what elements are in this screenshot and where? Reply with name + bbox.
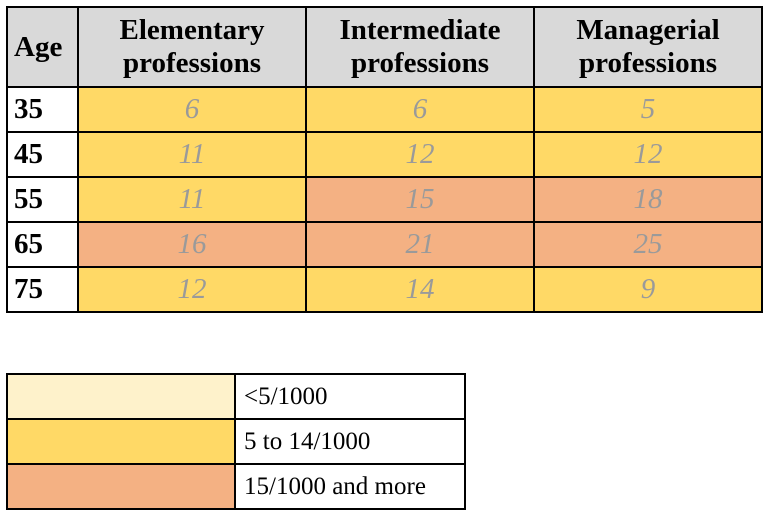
table-row: 65 16 21 25: [6, 221, 763, 268]
rate-cell: 21: [305, 221, 535, 268]
table-row: 35 6 6 5: [6, 86, 763, 133]
rate-cell: 18: [533, 176, 763, 223]
rate-cell: 5: [533, 86, 763, 133]
rate-cell: 25: [533, 221, 763, 268]
managerial-column-header: Managerial professions: [533, 6, 763, 88]
legend-swatch-low: [6, 373, 236, 420]
rate-cell: 12: [77, 266, 307, 313]
age-cell: 55: [6, 176, 79, 223]
rate-cell: 6: [305, 86, 535, 133]
table-row: 75 12 14 9: [6, 266, 763, 313]
age-cell: 65: [6, 221, 79, 268]
age-cell: 35: [6, 86, 79, 133]
age-column-header: Age: [6, 6, 79, 88]
rate-cell: 14: [305, 266, 535, 313]
rate-cell: 6: [77, 86, 307, 133]
rate-cell: 11: [77, 176, 307, 223]
header-row: Age Elementary professions Intermediate pr…: [6, 6, 763, 88]
age-cell: 75: [6, 266, 79, 313]
intermediate-column-header: Intermediate professions: [305, 6, 535, 88]
table-row: 45 11 12 12: [6, 131, 763, 178]
rate-table: Age Elementary professions Intermediate pr…: [6, 6, 763, 313]
rate-cell: 9: [533, 266, 763, 313]
legend-swatch-mid: [6, 418, 236, 465]
legend-item: 5 to 14/1000: [6, 418, 466, 465]
table-row: 55 11 15 18: [6, 176, 763, 223]
rate-cell: 12: [305, 131, 535, 178]
legend-item: 15/1000 and more: [6, 463, 466, 510]
age-cell: 45: [6, 131, 79, 178]
legend-swatch-high: [6, 463, 236, 510]
rate-cell: 16: [77, 221, 307, 268]
legend-label: <5/1000: [235, 373, 466, 420]
rate-cell: 12: [533, 131, 763, 178]
legend-label: 15/1000 and more: [235, 463, 466, 510]
rate-cell: 11: [77, 131, 307, 178]
elementary-column-header: Elementary professions: [77, 6, 307, 88]
color-legend: <5/1000 5 to 14/1000 15/1000 and more: [6, 373, 466, 510]
legend-label: 5 to 14/1000: [235, 418, 466, 465]
rate-cell: 15: [305, 176, 535, 223]
legend-item: <5/1000: [6, 373, 466, 420]
